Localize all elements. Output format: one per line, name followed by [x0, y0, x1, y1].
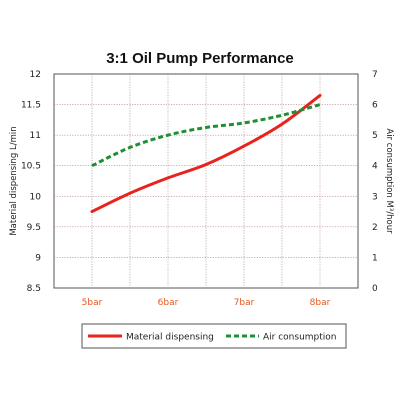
x-tick-label: 7bar: [234, 298, 255, 308]
right-tick-label: 7: [372, 70, 378, 80]
chart-title: 3:1 Oil Pump Performance: [106, 50, 294, 67]
right-tick-label: 6: [372, 101, 378, 111]
air-consumption-point: [90, 164, 93, 167]
right-tick-label: 1: [372, 253, 378, 263]
left-tick-label: 9: [35, 253, 41, 263]
material-dispensing-point: [90, 210, 93, 213]
legend-box: [81, 323, 347, 349]
left-tick-label: 9.5: [27, 223, 41, 233]
material-dispensing-point: [166, 176, 169, 179]
x-tick-label: 6bar: [158, 298, 179, 308]
left-axis-ticks: 8.5 9 9.5 10 10.5 11 11.5 12: [21, 70, 41, 294]
legend-label-material: Material dispensing: [126, 333, 214, 343]
gridlines: [54, 74, 358, 288]
air-consumption-line: [91, 103, 321, 168]
material-dispensing-point: [280, 123, 283, 126]
air-consumption-point: [280, 114, 283, 117]
right-tick-label: 4: [372, 162, 378, 172]
x-tick-label: 5bar: [82, 298, 103, 308]
right-tick-label: 0: [372, 284, 378, 294]
series-layer: [90, 93, 322, 214]
right-tick-label: 2: [372, 223, 378, 233]
air-consumption-point: [242, 121, 245, 124]
left-axis-label: Material dispensing L/min: [9, 126, 19, 235]
material-dispensing-point: [204, 163, 207, 166]
x-axis-ticks: 5bar 6bar 7bar 8bar: [82, 298, 331, 308]
right-tick-label: 5: [372, 131, 378, 141]
left-tick-label: 11: [30, 131, 41, 141]
left-tick-label: 11.5: [21, 101, 41, 111]
material-dispensing-point: [318, 94, 321, 97]
air-consumption-point: [318, 103, 321, 106]
left-tick-label: 8.5: [27, 284, 41, 294]
right-axis-ticks: 0 1 2 3 4 5 6 7: [372, 70, 378, 294]
right-axis-label: Air consumption M³/hour: [384, 128, 394, 234]
air-consumption-point: [166, 134, 169, 137]
legend: Material dispensing Air consumption: [81, 323, 347, 349]
material-dispensing-line: [90, 93, 322, 214]
material-dispensing-point: [242, 145, 245, 148]
material-dispensing-point: [128, 192, 131, 195]
left-tick-label: 12: [30, 70, 41, 80]
legend-label-air: Air consumption: [263, 333, 337, 343]
air-consumption-point: [204, 126, 207, 129]
x-tick-label: 8bar: [310, 298, 331, 308]
left-tick-label: 10: [30, 192, 42, 202]
right-tick-label: 3: [372, 192, 378, 202]
air-consumption-point: [128, 146, 131, 149]
left-tick-label: 10.5: [21, 162, 41, 172]
